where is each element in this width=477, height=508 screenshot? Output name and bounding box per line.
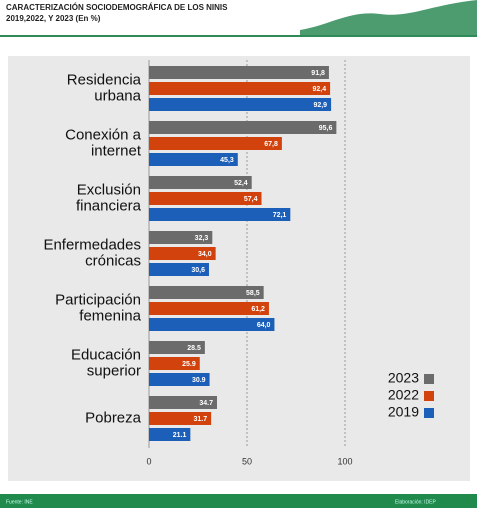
credit: Elaboración: IDEP <box>395 499 437 505</box>
bar <box>149 286 264 299</box>
bar <box>149 396 218 409</box>
bar <box>149 263 209 276</box>
bar <box>149 82 331 95</box>
header-wave <box>300 0 477 36</box>
value-label: 32,3 <box>195 235 209 242</box>
value-label: 57,4 <box>244 196 258 203</box>
bar <box>149 137 282 150</box>
category-line: superior <box>87 362 141 379</box>
value-label: 30.9 <box>192 377 206 384</box>
value-label: 72,1 <box>273 212 287 219</box>
value-label: 34,0 <box>198 251 212 258</box>
bar <box>149 121 337 134</box>
category-label: Conexión a internet <box>65 126 142 159</box>
bar <box>149 176 252 189</box>
value-label: 45,3 <box>220 157 234 164</box>
category-label: Educación superior <box>71 346 141 379</box>
category-label: Residencia urbana <box>67 71 142 104</box>
value-label: 34.7 <box>199 400 213 407</box>
category-line: Exclusión <box>77 181 141 198</box>
bar <box>149 341 205 354</box>
category-line: femenina <box>79 307 141 324</box>
category-line: Participación <box>55 291 141 308</box>
bar <box>149 428 191 441</box>
legend-label: 2019 <box>388 404 419 420</box>
value-label: 30,6 <box>191 267 205 274</box>
value-label: 92,9 <box>313 102 327 109</box>
category-line: financiera <box>76 197 142 214</box>
bar <box>149 231 213 244</box>
category-label: Pobreza <box>85 409 142 426</box>
value-label: 67,8 <box>264 141 278 148</box>
bar <box>149 373 210 386</box>
legend-label: 2023 <box>388 370 419 386</box>
category-line: internet <box>91 142 142 159</box>
value-label: 21.1 <box>173 432 187 439</box>
bar <box>149 208 291 221</box>
x-tick-label: 50 <box>242 456 252 466</box>
value-label: 28.5 <box>187 345 201 352</box>
category-line: Pobreza <box>85 409 142 426</box>
legend-swatch <box>424 374 434 384</box>
bar <box>149 302 269 315</box>
value-label: 25.9 <box>182 361 196 368</box>
x-tick-label: 0 <box>146 456 151 466</box>
value-label: 64,0 <box>257 322 271 329</box>
bar <box>149 357 200 370</box>
bar <box>149 98 332 111</box>
bar <box>149 66 329 79</box>
value-label: 92,4 <box>312 86 326 93</box>
footer-bar <box>0 494 477 508</box>
category-line: Residencia <box>67 71 142 88</box>
category-line: Educación <box>71 346 141 363</box>
category-line: crónicas <box>85 252 141 269</box>
bar <box>149 318 275 331</box>
value-label: 58,5 <box>246 290 260 297</box>
value-label: 52,4 <box>234 180 248 187</box>
bar <box>149 192 262 205</box>
bar <box>149 153 238 166</box>
category-line: urbana <box>94 87 141 104</box>
bar <box>149 412 212 425</box>
category-line: Enfermedades <box>43 236 141 253</box>
legend-swatch <box>424 391 434 401</box>
chart-subtitle: 2019,2022, Y 2023 (En %) <box>6 14 101 23</box>
legend-label: 2022 <box>388 387 419 403</box>
category-label: Enfermedades crónicas <box>43 236 141 269</box>
category-label: Exclusión financiera <box>76 181 142 214</box>
x-tick-label: 100 <box>337 456 352 466</box>
value-label: 91,8 <box>311 70 325 77</box>
value-label: 61,2 <box>251 306 265 313</box>
value-label: 95,6 <box>319 125 333 132</box>
source: Fuente: INE <box>6 499 33 505</box>
legend-swatch <box>424 408 434 418</box>
value-label: 31.7 <box>194 416 208 423</box>
bar <box>149 247 216 260</box>
category-label: Participación femenina <box>55 291 142 324</box>
chart-title: CARACTERIZACIÓN SOCIODEMOGRÁFICA DE LOS … <box>6 3 228 12</box>
category-line: Conexión a <box>65 126 142 143</box>
